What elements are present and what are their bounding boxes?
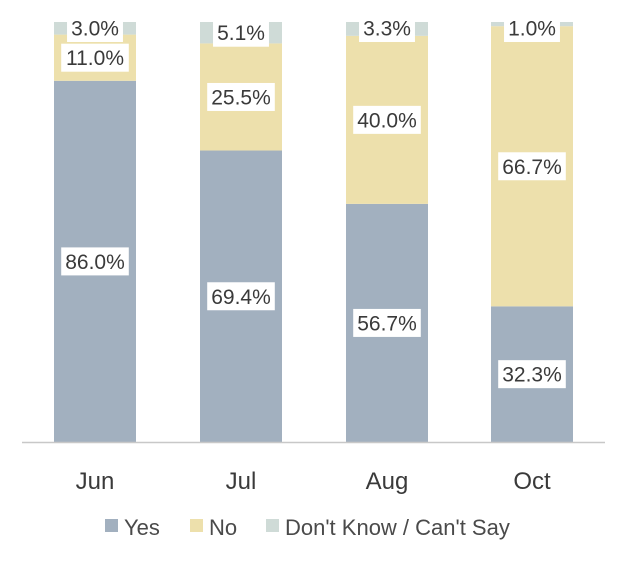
labels-layer: 86.0% 11.0% 3.0% 69.4% 25.5% 5.1% 56.7% 40.0% 3.…: [61, 14, 566, 389]
legend-swatch-yes: [105, 519, 118, 532]
legend-label-yes: Yes: [124, 515, 160, 540]
category-label-aug: Aug: [366, 468, 409, 495]
data-label-jun-yes: 86.0%: [65, 251, 125, 274]
data-label-box: [498, 360, 566, 389]
data-label-box: [353, 308, 421, 337]
data-label-jul-yes: 69.4%: [211, 286, 271, 309]
legend-swatch-no: [190, 519, 203, 532]
data-label-jul-no: 25.5%: [211, 86, 271, 109]
data-label-aug-yes: 56.7%: [357, 312, 417, 335]
data-label-box: [67, 14, 123, 42]
data-label-oct-yes: 32.3%: [502, 364, 562, 387]
data-label-box: [61, 247, 129, 276]
data-label-oct-don-t-know-can-t-say: 1.0%: [508, 18, 556, 41]
data-label-box: [498, 152, 566, 181]
data-label-box: [504, 14, 560, 42]
category-labels: Jun Jul Aug Oct: [76, 468, 551, 495]
category-label-jun: Jun: [76, 468, 115, 495]
legend-label-don-t-know-can-t-say: Don't Know / Can't Say: [285, 515, 510, 540]
data-label-box: [213, 18, 269, 47]
category-label-jul: Jul: [226, 468, 257, 495]
data-label-box: [207, 82, 275, 111]
data-label-jul-don-t-know-can-t-say: 5.1%: [217, 22, 265, 45]
data-label-oct-no: 66.7%: [502, 156, 562, 179]
data-label-jun-no: 11.0%: [66, 47, 124, 70]
data-label-aug-don-t-know-can-t-say: 3.3%: [363, 18, 411, 41]
legend-swatch-don-t-know-can-t-say: [266, 519, 279, 532]
legend-label-no: No: [209, 515, 237, 540]
legend: Yes No Don't Know / Can't Say: [105, 515, 510, 540]
data-label-box: [207, 282, 275, 311]
category-label-oct: Oct: [513, 468, 551, 495]
data-label-box: [61, 43, 129, 72]
data-label-aug-no: 40.0%: [357, 109, 417, 132]
data-label-box: [353, 105, 421, 134]
data-label-jun-don-t-know-can-t-say: 3.0%: [71, 18, 119, 41]
data-label-box: [359, 14, 415, 42]
bars-layer: [54, 22, 573, 443]
